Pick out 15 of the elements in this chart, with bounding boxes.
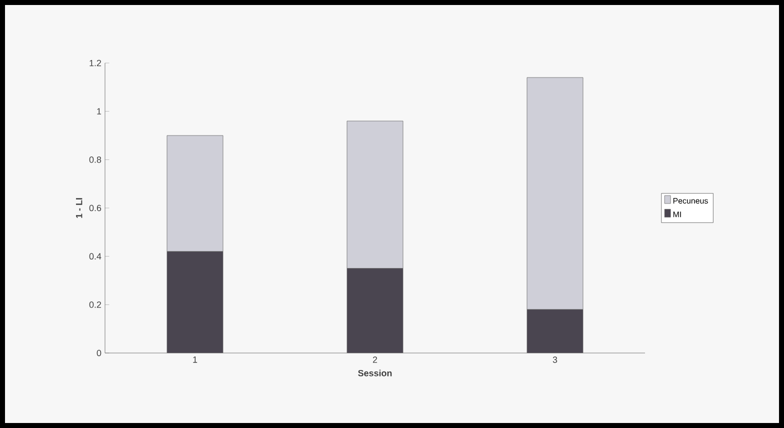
y-axis-title: 1 - LI <box>76 198 82 218</box>
y-tick-label: 0.4 <box>89 253 102 260</box>
bar <box>526 309 584 353</box>
x-tick-label: 3 <box>552 356 558 363</box>
y-tick-label: 0.2 <box>89 301 102 308</box>
x-axis-title: Session <box>358 370 392 376</box>
bar <box>166 251 224 353</box>
y-tick-label: 1.2 <box>90 60 102 66</box>
y-tick-label: 0.6 <box>89 204 102 212</box>
x-tick-label: 2 <box>372 356 378 363</box>
bar <box>346 268 404 353</box>
x-tick-label: 1 <box>193 356 198 363</box>
y-tick-label: 0 <box>96 350 102 356</box>
y-tick-label: 1 <box>97 108 102 114</box>
y-tick-label: 0.8 <box>89 156 102 163</box>
